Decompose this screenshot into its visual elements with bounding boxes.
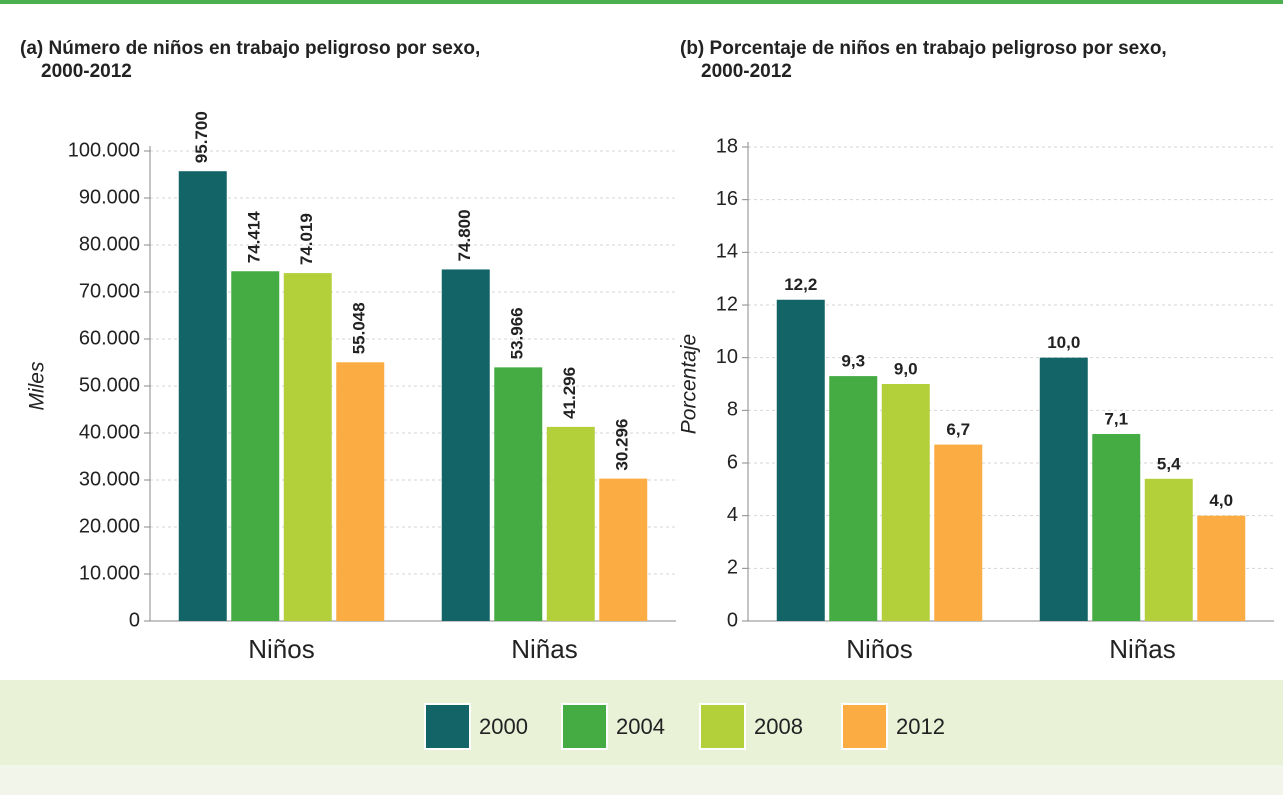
chart-title: (b) Porcentaje de niños en trabajo pelig…: [680, 38, 1167, 59]
y-axis-label: Porcentaje: [678, 334, 701, 434]
bar: [599, 478, 648, 621]
value-label: 53.966: [508, 307, 527, 359]
bar: [1092, 434, 1141, 621]
legend-swatch: [841, 703, 888, 750]
value-label: 74.414: [245, 211, 264, 264]
x-tick-label: Niños: [846, 634, 912, 664]
legend-swatch: [424, 703, 471, 750]
y-tick-label: 16: [716, 188, 738, 210]
value-label: 74.019: [297, 213, 316, 265]
chart-title: 2000-2012: [701, 61, 792, 82]
y-tick-label: 90.000: [79, 186, 140, 208]
bar: [1144, 478, 1193, 621]
value-label: 9,0: [894, 359, 918, 378]
value-label: 95.700: [192, 111, 211, 163]
bar: [494, 367, 543, 621]
x-tick-label: Niñas: [1109, 634, 1175, 664]
chart-title: 2000-2012: [41, 61, 132, 82]
value-label: 9,3: [841, 352, 865, 371]
top-rule: [0, 0, 1283, 4]
bar: [934, 444, 983, 621]
bar: [231, 271, 280, 621]
y-tick-label: 40.000: [79, 421, 140, 443]
chart-title: (a) Número de niños en trabajo peligroso…: [20, 38, 480, 59]
value-label: 7,1: [1104, 410, 1128, 429]
y-tick-label: 60.000: [79, 327, 140, 349]
bar: [829, 376, 878, 621]
value-label: 6,7: [946, 420, 970, 439]
value-label: 5,4: [1157, 454, 1181, 473]
value-label: 30.296: [613, 419, 632, 471]
y-tick-label: 50.000: [79, 374, 140, 396]
legend-band: [0, 680, 1283, 765]
bar: [1197, 515, 1246, 621]
y-tick-label: 6: [727, 451, 738, 473]
y-tick-label: 0: [129, 609, 140, 631]
x-tick-label: Niñas: [511, 634, 577, 664]
value-label: 12,2: [784, 275, 817, 294]
y-tick-label: 2: [727, 557, 738, 579]
y-tick-label: 8: [727, 399, 738, 421]
y-tick-label: 10.000: [79, 562, 140, 584]
y-axis-label: Miles: [26, 361, 49, 411]
bar: [1039, 357, 1088, 621]
y-tick-label: 100.000: [68, 139, 140, 161]
y-tick-label: 20.000: [79, 515, 140, 537]
legend-swatch: [699, 703, 746, 750]
y-tick-label: 4: [727, 504, 738, 526]
bar: [283, 273, 332, 621]
y-tick-label: 12: [716, 293, 738, 315]
value-label: 4,0: [1209, 491, 1233, 510]
y-tick-label: 10: [716, 346, 738, 368]
bar: [178, 171, 227, 621]
legend-label: 2004: [616, 714, 665, 739]
value-label: 55.048: [350, 302, 369, 354]
y-tick-label: 0: [727, 609, 738, 631]
bar: [441, 269, 490, 621]
y-tick-label: 80.000: [79, 233, 140, 255]
y-tick-label: 18: [716, 135, 738, 157]
value-label: 74.800: [455, 209, 474, 261]
value-label: 41.296: [560, 367, 579, 419]
bar: [881, 384, 930, 621]
value-label: 10,0: [1047, 333, 1080, 352]
legend-label: 2008: [754, 714, 803, 739]
x-tick-label: Niños: [248, 634, 314, 664]
y-tick-label: 14: [716, 241, 738, 263]
y-tick-label: 70.000: [79, 280, 140, 302]
bar: [776, 299, 825, 621]
y-tick-label: 30.000: [79, 468, 140, 490]
bar: [546, 426, 595, 621]
footer-band: [0, 765, 1283, 795]
bar: [336, 362, 385, 621]
legend-swatch: [561, 703, 608, 750]
legend-label: 2000: [479, 714, 528, 739]
legend-label: 2012: [896, 714, 945, 739]
